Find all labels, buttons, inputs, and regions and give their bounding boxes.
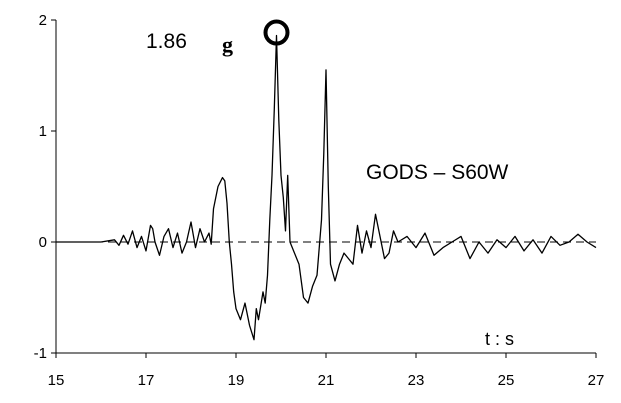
- series-line: [56, 34, 597, 341]
- tick-labels: -1 0 1 2 15 17 19 21 23 25 27: [34, 12, 605, 389]
- peak-marker: [263, 19, 290, 46]
- x-tick-label: 27: [588, 372, 605, 389]
- peak-value-label: 1.86: [146, 30, 187, 53]
- x-tick-label: 25: [498, 372, 515, 389]
- x-axis-label: t : s: [485, 329, 514, 349]
- y-tick-label: 1: [39, 123, 47, 140]
- x-tick-label: 21: [318, 372, 335, 389]
- chart-title: GODS – S60W: [366, 161, 509, 184]
- y-tick-label: 0: [39, 234, 47, 251]
- x-tick-label: 15: [48, 372, 65, 389]
- x-tick-label: 19: [228, 372, 245, 389]
- x-tick-label: 23: [408, 372, 425, 389]
- y-tick-label: 2: [39, 12, 47, 29]
- y-tick-label: -1: [34, 345, 47, 362]
- axes: [51, 19, 597, 358]
- peak-unit-label: g: [222, 32, 233, 57]
- x-tick-label: 17: [138, 372, 155, 389]
